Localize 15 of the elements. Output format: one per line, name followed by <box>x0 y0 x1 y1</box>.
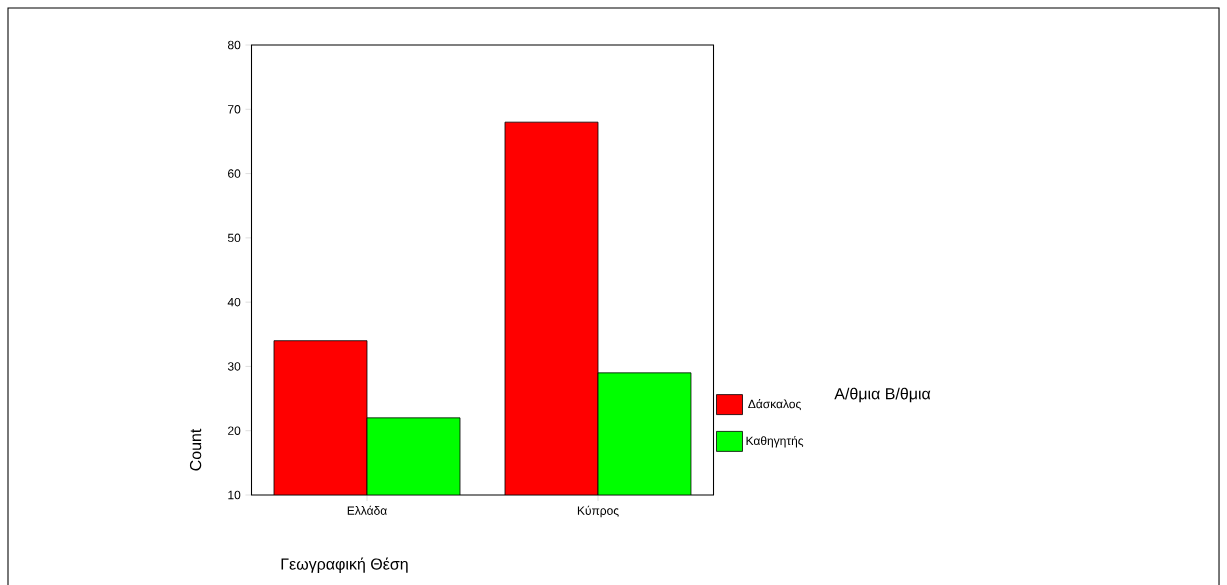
legend-label: Καθηγητής <box>746 435 804 448</box>
y-tick-label: 40 <box>227 297 241 307</box>
legend-title: Α/θμια Β/θμια <box>834 387 931 403</box>
y-axis-title: Count <box>189 428 202 471</box>
y-tick-label: 30 <box>227 362 241 371</box>
x-tick-label: Ελλάδα <box>347 505 387 515</box>
x-axis-title: Γεωγραφική Θέση <box>281 557 408 573</box>
y-tick-label: 60 <box>228 169 241 178</box>
legend-label: Δάσκαλος <box>748 399 801 411</box>
y-tick-label: 80 <box>227 40 241 50</box>
y-tick-label: 50 <box>227 233 241 243</box>
x-tick-label: Κύπρος <box>577 505 619 518</box>
y-tick-label: 70 <box>228 105 241 114</box>
y-tick-label: 10 <box>228 490 241 500</box>
y-tick-label: 20 <box>228 426 241 435</box>
